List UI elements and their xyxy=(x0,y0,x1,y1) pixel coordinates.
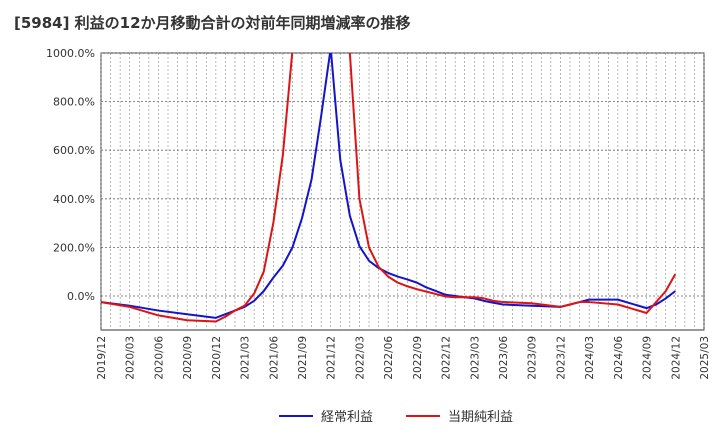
y-tick-label: 400.0% xyxy=(53,193,95,206)
x-tick-label: 2024/09 xyxy=(642,336,654,380)
x-tick-label: 2024/12 xyxy=(670,336,682,380)
x-tick-label: 2021/12 xyxy=(326,336,338,380)
x-tick-label: 2023/06 xyxy=(498,336,510,380)
y-tick-label: 600.0% xyxy=(53,144,95,157)
x-tick-label: 2021/09 xyxy=(297,336,309,380)
x-tick-label: 2023/09 xyxy=(527,336,539,380)
grid-lines xyxy=(100,52,705,330)
y-tick-label: 800.0% xyxy=(53,96,95,109)
y-tick-label: 1000.0% xyxy=(46,47,95,60)
chart-title: [5984] 利益の12か月移動合計の対前年同期増減率の推移 xyxy=(14,14,411,32)
y-tick-label: 200.0% xyxy=(53,241,95,254)
y-tick-label: 0.0% xyxy=(67,290,95,303)
legend-label-ordinary-profit: 経常利益 xyxy=(321,410,373,425)
x-tick-label: 2019/12 xyxy=(96,336,108,380)
x-tick-label: 2022/12 xyxy=(441,336,453,380)
x-tick-label: 2020/12 xyxy=(211,336,223,380)
y-axis-ticks: 0.0% 200.0% 400.0% 600.0% 800.0% 1000.0% xyxy=(46,47,95,303)
x-tick-label: 2024/03 xyxy=(584,336,596,380)
x-tick-label: 2021/03 xyxy=(240,336,252,380)
plot-area xyxy=(100,52,705,331)
x-tick-label: 2023/03 xyxy=(469,336,481,380)
x-tick-label: 2024/06 xyxy=(613,336,625,380)
x-tick-label: 2025/03 xyxy=(699,336,711,380)
x-tick-label: 2022/09 xyxy=(412,336,424,380)
x-tick-label: 2021/06 xyxy=(268,336,280,380)
x-tick-label: 2020/09 xyxy=(182,336,194,380)
x-tick-label: 2020/03 xyxy=(125,336,137,380)
x-tick-label: 2022/03 xyxy=(354,336,366,380)
x-axis-ticks: 2019/12 2020/03 2020/06 2020/09 2020/12 2021/… xyxy=(96,336,711,380)
legend-label-net-profit: 当期純利益 xyxy=(448,410,513,425)
legend: 経常利益 当期純利益 xyxy=(279,410,513,425)
x-tick-label: 2022/06 xyxy=(383,336,395,380)
series-line-1 xyxy=(101,53,677,323)
x-tick-label: 2023/12 xyxy=(555,336,567,380)
x-tick-label: 2020/06 xyxy=(153,336,165,380)
series-lines xyxy=(101,53,677,323)
